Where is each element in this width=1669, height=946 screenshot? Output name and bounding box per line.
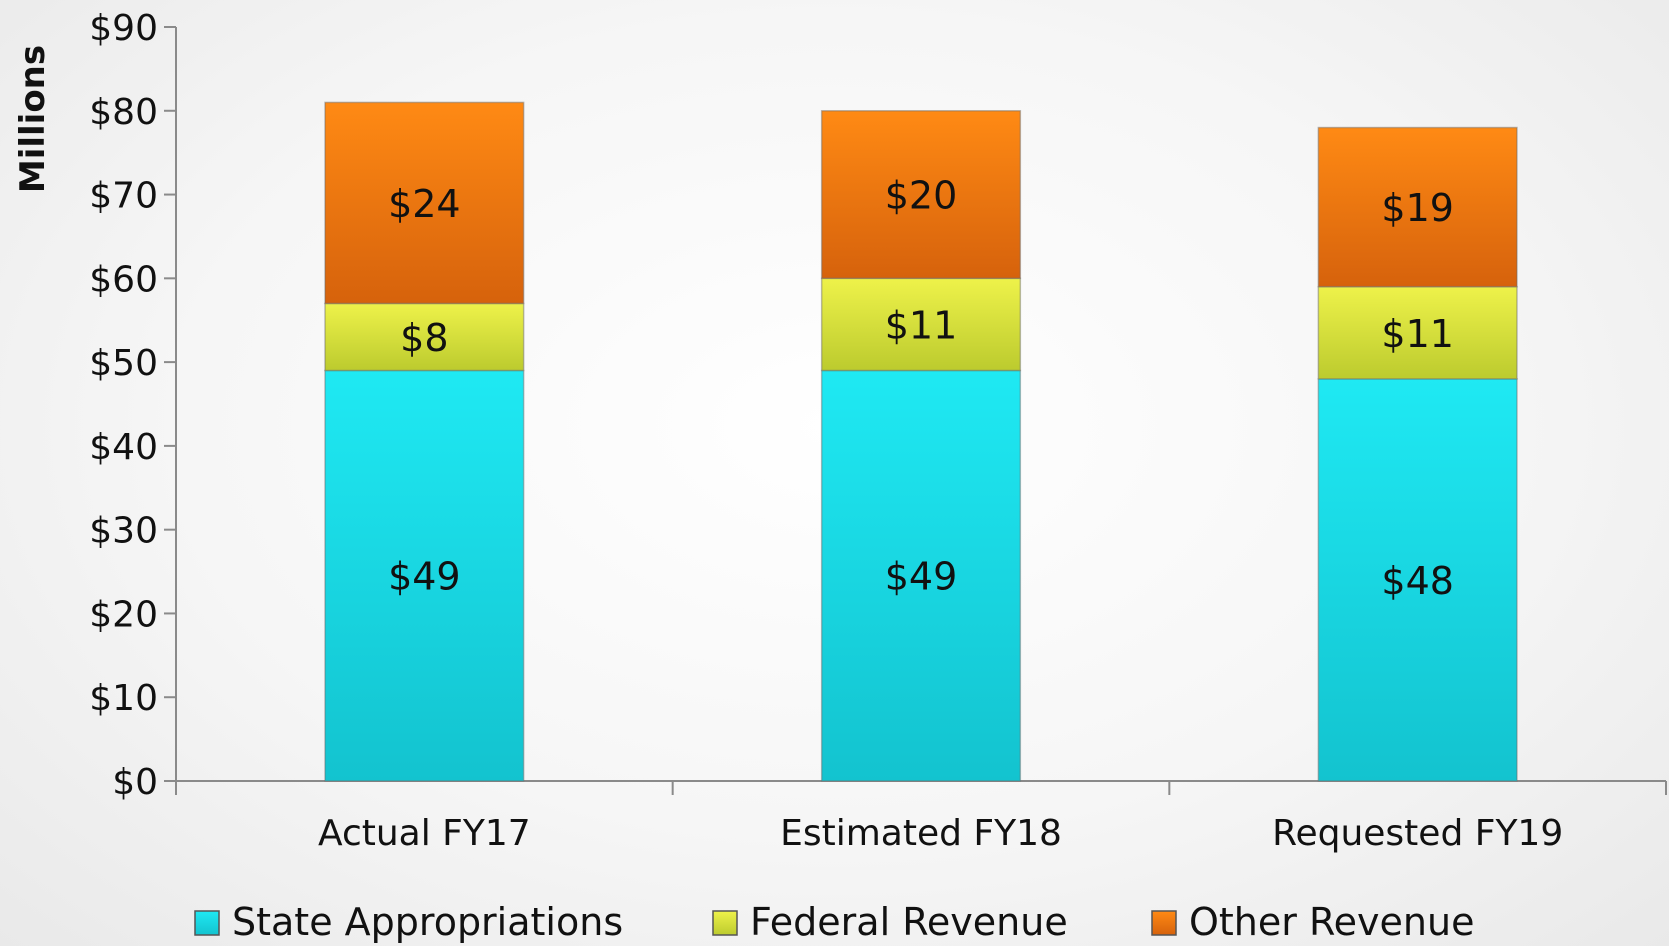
x-category-label: Estimated FY18 — [780, 813, 1062, 854]
y-tick-label: $70 — [89, 176, 158, 217]
y-tick-label: $20 — [89, 594, 158, 635]
y-axis: $0 $10 $20 $30 $40 $50 $60 $70 $80 $90 — [89, 8, 176, 803]
legend-swatch — [1152, 911, 1176, 935]
data-label: $49 — [388, 555, 461, 599]
data-label: $20 — [885, 174, 958, 218]
data-label: $19 — [1381, 186, 1454, 230]
y-tick-label: $60 — [89, 259, 158, 300]
legend-label: State Appropriations — [232, 900, 623, 944]
legend-label: Federal Revenue — [750, 900, 1068, 944]
data-label: $49 — [885, 555, 958, 599]
y-tick-label: $30 — [89, 511, 158, 552]
y-tick-label: $80 — [89, 92, 158, 133]
x-axis: Actual FY17 Estimated FY18 Requested FY19 — [176, 781, 1666, 854]
data-label: $8 — [400, 316, 448, 360]
x-category-label: Requested FY19 — [1272, 813, 1563, 854]
legend: State Appropriations Federal Revenue Other… — [195, 900, 1474, 944]
legend-swatch — [713, 911, 737, 935]
y-tick-label: $50 — [89, 343, 158, 384]
data-label: $11 — [885, 303, 958, 347]
legend-swatch — [195, 911, 219, 935]
y-tick-label: $40 — [89, 427, 158, 468]
legend-label: Other Revenue — [1189, 900, 1474, 944]
y-tick-label: $90 — [89, 8, 158, 49]
data-label: $48 — [1381, 559, 1454, 603]
y-axis-title: Millions — [13, 45, 53, 193]
data-label: $11 — [1381, 312, 1454, 356]
y-tick-label: $0 — [112, 762, 158, 803]
y-tick-label: $10 — [89, 678, 158, 719]
data-label: $24 — [388, 182, 461, 226]
x-category-label: Actual FY17 — [318, 813, 531, 854]
